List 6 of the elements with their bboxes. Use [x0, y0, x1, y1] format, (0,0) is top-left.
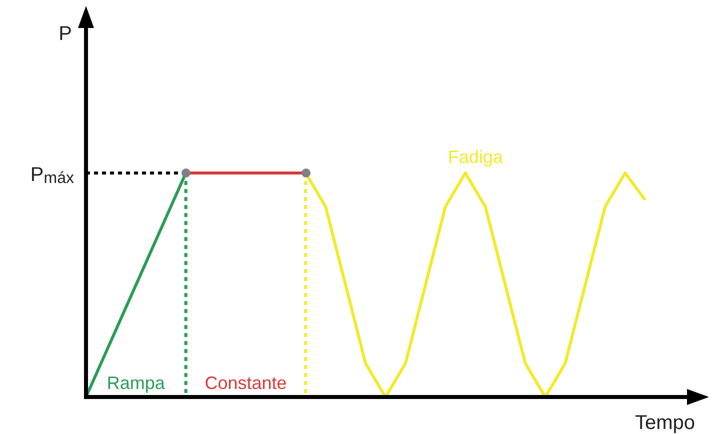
annotation: Constante: [204, 373, 287, 393]
text: P: [58, 23, 72, 45]
text: Pmáx: [30, 164, 74, 187]
text: Fadiga: [448, 147, 504, 167]
annotation: Rampa: [106, 373, 166, 393]
x-axis-title: Tempo: [634, 412, 695, 434]
